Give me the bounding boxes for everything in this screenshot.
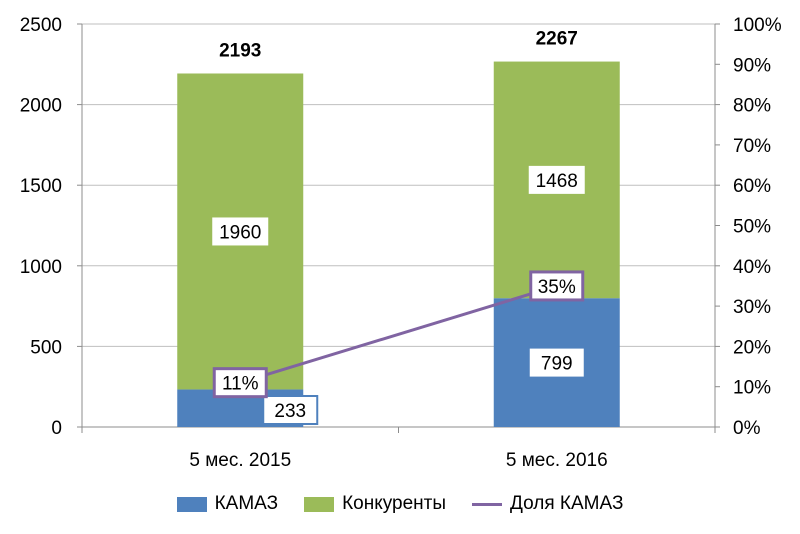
y-tick-label: 500 bbox=[30, 337, 62, 358]
label-kamaz: 799 bbox=[541, 354, 573, 375]
y-tick-label: 2500 bbox=[20, 15, 62, 36]
stacked-bar-chart: 0 500 1000 1500 2000 2500 0% 10% 20% 30% 40% 50% 60%… bbox=[20, 15, 782, 471]
axes bbox=[77, 23, 720, 433]
y2-tick-label: 30% bbox=[733, 297, 771, 318]
label-competitors: 1960 bbox=[219, 222, 261, 243]
y-tick-label: 1500 bbox=[20, 176, 62, 197]
x-tick-label: 5 мес. 2016 bbox=[506, 450, 608, 471]
legend-label-competitors: Конкуренты bbox=[342, 493, 447, 514]
y2-tick-label: 70% bbox=[733, 136, 771, 157]
legend-swatch-kamaz bbox=[176, 496, 207, 512]
x-tick-label: 5 мес. 2015 bbox=[189, 450, 291, 471]
legend-item-competitors: Конкуренты bbox=[304, 493, 446, 515]
label-competitors: 1468 bbox=[536, 171, 578, 192]
y2-tick-label: 10% bbox=[733, 378, 771, 399]
legend: КАМАЗ Конкуренты Доля КАМАЗ bbox=[0, 487, 800, 521]
data-labels: 1960 1468 233 799 2193 2267 11% 35% bbox=[212, 29, 585, 425]
label-kamaz: 233 bbox=[274, 401, 306, 422]
legend-label-kamaz: КАМАЗ bbox=[214, 493, 279, 514]
y2-tick-label: 50% bbox=[733, 217, 771, 238]
tick-labels: 0 500 1000 1500 2000 2500 0% 10% 20% 30% 40% 50% 60%… bbox=[20, 15, 782, 471]
y-tick-label: 0 bbox=[51, 418, 62, 439]
y2-tick-label: 80% bbox=[733, 96, 771, 117]
y2-tick-label: 60% bbox=[733, 176, 771, 197]
label-total: 2267 bbox=[536, 29, 578, 50]
y-tick-label: 1000 bbox=[20, 257, 62, 278]
y2-tick-label: 90% bbox=[733, 55, 771, 76]
legend-label-share: Доля КАМАЗ bbox=[510, 493, 624, 514]
label-competitors-box bbox=[212, 217, 269, 246]
label-share: 11% bbox=[222, 374, 259, 395]
label-share-box bbox=[529, 270, 585, 302]
legend-swatch-share bbox=[472, 502, 503, 506]
label-share-box bbox=[212, 367, 268, 399]
legend-item-share: Доля КАМАЗ bbox=[472, 493, 623, 515]
legend-swatch-competitors bbox=[304, 496, 335, 512]
y2-tick-label: 0% bbox=[733, 418, 761, 439]
y2-tick-label: 40% bbox=[733, 257, 771, 278]
y2-tick-label: 100% bbox=[733, 15, 782, 36]
label-kamaz-box bbox=[529, 348, 584, 377]
label-share: 35% bbox=[538, 277, 576, 298]
label-total: 2193 bbox=[219, 40, 261, 61]
y-tick-label: 2000 bbox=[20, 96, 62, 117]
share-line-path bbox=[239, 284, 558, 385]
share-line bbox=[239, 284, 558, 385]
label-kamaz-box bbox=[262, 395, 319, 425]
gridlines bbox=[82, 23, 715, 347]
label-competitors-box bbox=[528, 165, 585, 194]
y2-tick-label: 20% bbox=[733, 337, 771, 358]
legend-item-kamaz: КАМАЗ bbox=[176, 493, 279, 515]
